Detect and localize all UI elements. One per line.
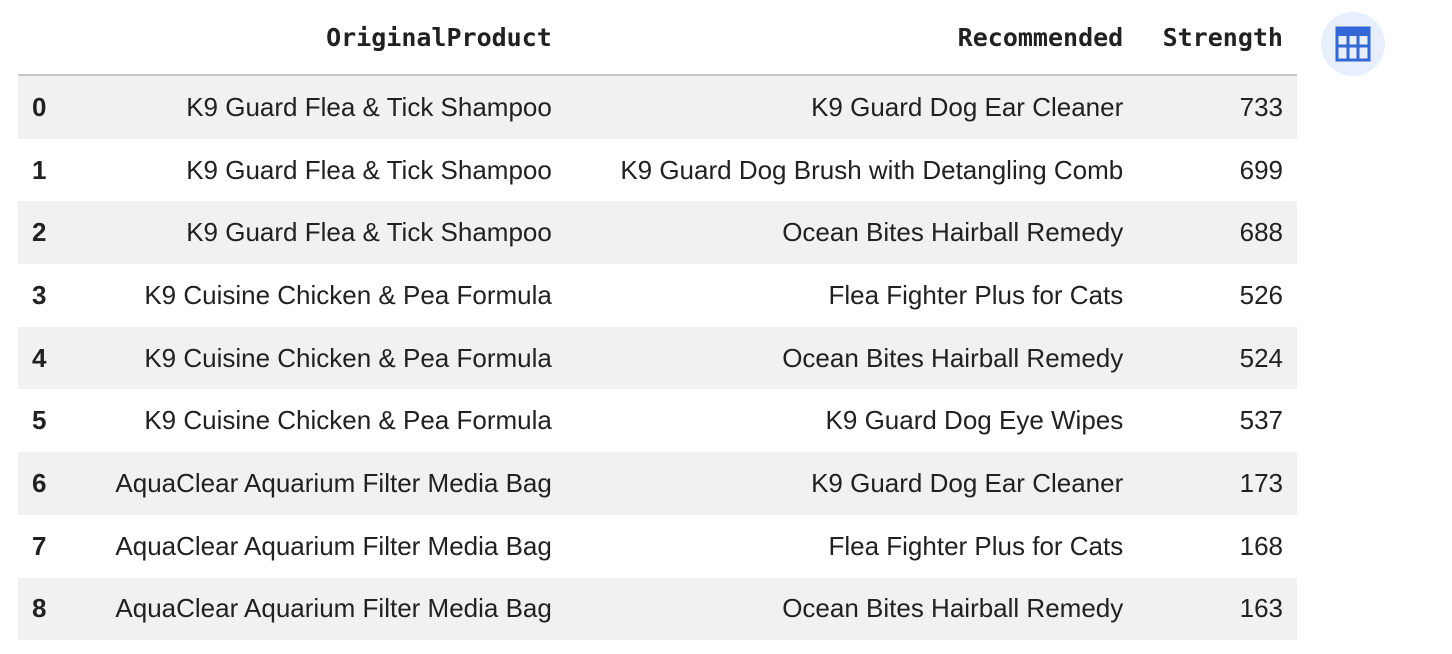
original-product-cell: AquaClear Aquarium Filter Media Bag bbox=[115, 593, 552, 624]
recommended-cell: K9 Guard Dog Brush with Detangling Comb bbox=[620, 154, 1124, 185]
row-index: 8 bbox=[32, 593, 47, 624]
recommended-cell: K9 Guard Dog Ear Cleaner bbox=[811, 91, 1124, 122]
strength-cell: 733 bbox=[1239, 91, 1283, 122]
dataframe-table: OriginalProduct Recommended Strength 0 K9… bbox=[18, 0, 1297, 641]
row-index: 4 bbox=[32, 342, 47, 373]
original-product-cell: K9 Cuisine Chicken & Pea Formula bbox=[144, 342, 552, 373]
original-product-cell: K9 Guard Flea & Tick Shampoo bbox=[186, 217, 552, 248]
table-row: 8 AquaClear Aquarium Filter Media Bag Ocea… bbox=[18, 577, 1297, 641]
row-index: 2 bbox=[32, 217, 47, 248]
table-row: 5 K9 Cuisine Chicken & Pea Formula K9 Guar… bbox=[18, 389, 1297, 453]
table-row: 0 K9 Guard Flea & Tick Shampoo K9 Guard Do… bbox=[18, 75, 1297, 139]
strength-cell: 524 bbox=[1239, 342, 1283, 373]
recommended-cell: Ocean Bites Hairball Remedy bbox=[782, 593, 1124, 624]
table-row: 7 AquaClear Aquarium Filter Media Bag Flea… bbox=[18, 514, 1297, 578]
original-product-cell: K9 Cuisine Chicken & Pea Formula bbox=[144, 405, 552, 436]
recommended-cell: Flea Fighter Plus for Cats bbox=[828, 279, 1124, 310]
original-product-cell: K9 Guard Flea & Tick Shampoo bbox=[186, 154, 552, 185]
column-header-recommended: Recommended bbox=[565, 0, 1138, 76]
table-row: 6 AquaClear Aquarium Filter Media Bag K9 G… bbox=[18, 452, 1297, 515]
recommended-cell: K9 Guard Dog Ear Cleaner bbox=[811, 467, 1124, 498]
recommended-cell: Ocean Bites Hairball Remedy bbox=[782, 217, 1124, 248]
row-index: 6 bbox=[32, 467, 47, 498]
strength-cell: 699 bbox=[1239, 154, 1283, 185]
recommended-cell: K9 Guard Dog Eye Wipes bbox=[825, 405, 1124, 436]
header-row: OriginalProduct Recommended Strength bbox=[18, 0, 1297, 76]
column-header-strength: Strength bbox=[1137, 0, 1297, 76]
table-row: 3 K9 Cuisine Chicken & Pea Formula Flea Fi… bbox=[18, 264, 1297, 327]
original-product-cell: AquaClear Aquarium Filter Media Bag bbox=[115, 530, 552, 561]
column-header-original-product: OriginalProduct bbox=[66, 0, 566, 76]
table-row: 1 K9 Guard Flea & Tick Shampoo K9 Guard Do… bbox=[18, 138, 1297, 202]
table-icon bbox=[1335, 26, 1371, 62]
row-index: 0 bbox=[32, 91, 47, 122]
convert-to-interactive-table-button[interactable] bbox=[1321, 12, 1385, 76]
table-row: 4 K9 Cuisine Chicken & Pea Formula Ocean B… bbox=[18, 326, 1297, 390]
strength-cell: 168 bbox=[1239, 530, 1283, 561]
recommended-cell: Flea Fighter Plus for Cats bbox=[828, 530, 1124, 561]
row-index: 7 bbox=[32, 530, 47, 561]
original-product-cell: AquaClear Aquarium Filter Media Bag bbox=[115, 467, 552, 498]
original-product-cell: K9 Cuisine Chicken & Pea Formula bbox=[144, 279, 552, 310]
table-row: 2 K9 Guard Flea & Tick Shampoo Ocean Bites… bbox=[18, 201, 1297, 265]
index-header bbox=[18, 0, 66, 76]
strength-cell: 163 bbox=[1239, 593, 1283, 624]
strength-cell: 537 bbox=[1239, 405, 1283, 436]
original-product-cell: K9 Guard Flea & Tick Shampoo bbox=[186, 91, 552, 122]
row-index: 1 bbox=[32, 154, 47, 185]
row-index: 3 bbox=[32, 279, 47, 310]
strength-cell: 688 bbox=[1239, 217, 1283, 248]
row-index: 5 bbox=[32, 405, 47, 436]
strength-cell: 526 bbox=[1239, 279, 1283, 310]
strength-cell: 173 bbox=[1239, 467, 1283, 498]
recommended-cell: Ocean Bites Hairball Remedy bbox=[782, 342, 1124, 373]
